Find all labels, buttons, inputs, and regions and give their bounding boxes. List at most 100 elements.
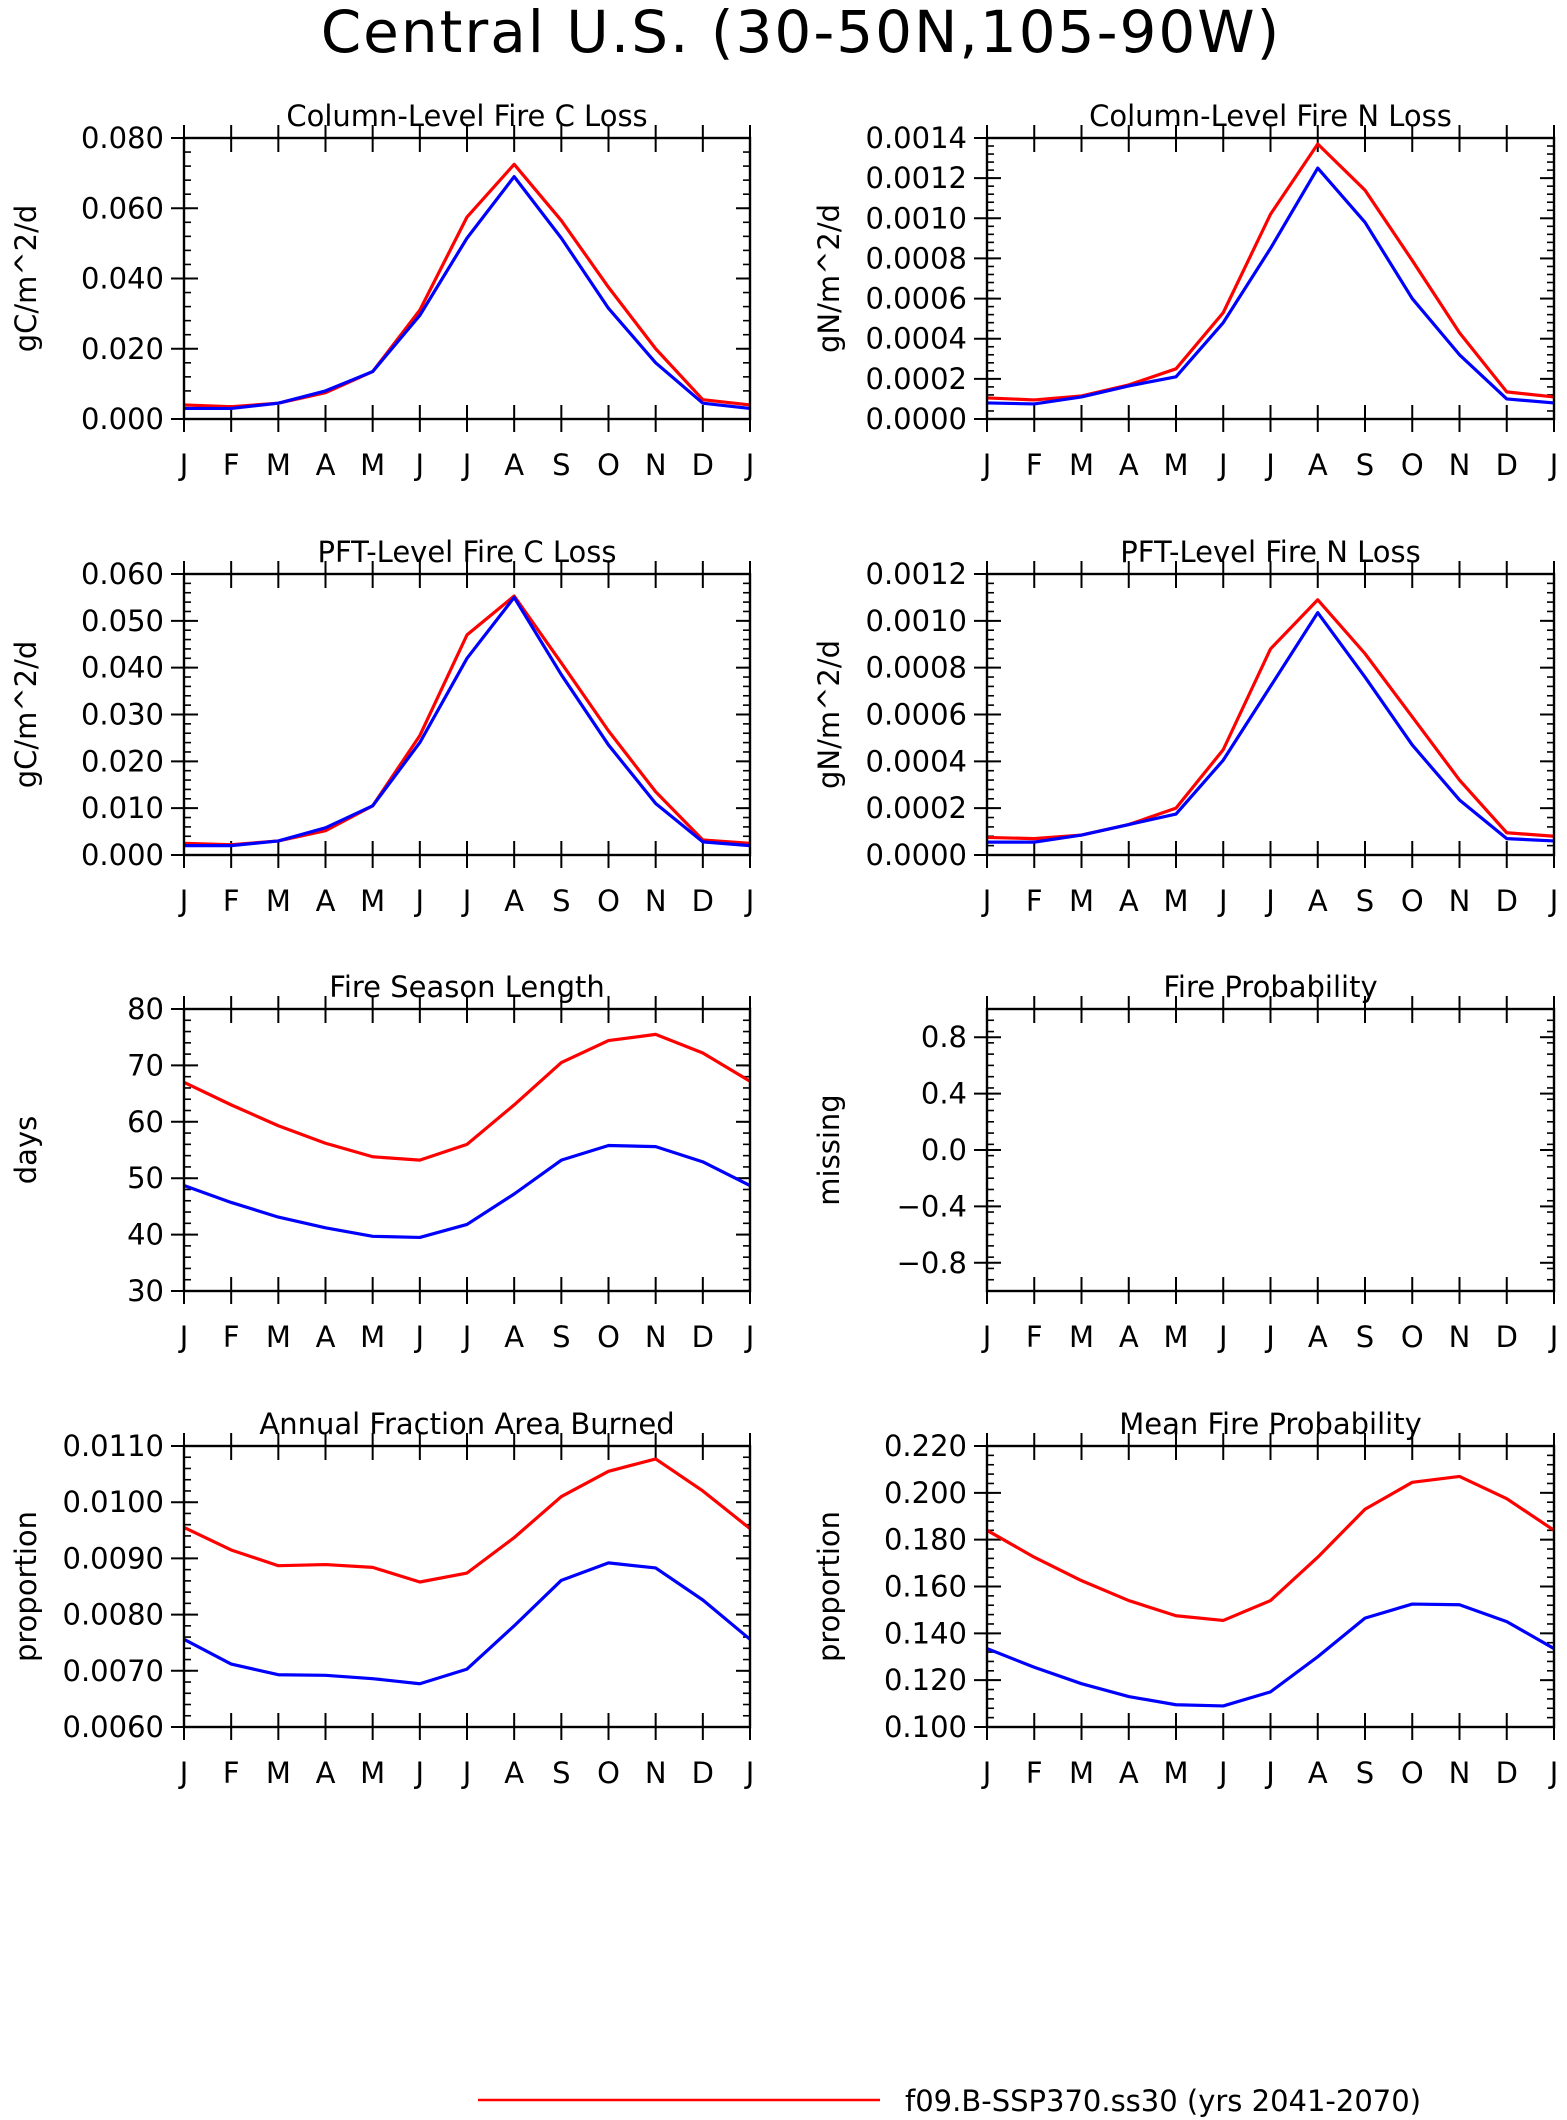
- x-tick-label: J: [414, 448, 425, 482]
- x-tick-label: J: [178, 884, 189, 918]
- y-axis-label: gN/m^2/d: [812, 640, 846, 789]
- x-tick-label: M: [360, 884, 385, 918]
- x-tick-label: A: [1308, 1756, 1328, 1790]
- x-tick-label: N: [1449, 1756, 1471, 1790]
- y-axis-label: gC/m^2/d: [9, 205, 43, 353]
- series-line: [183, 1032, 751, 1162]
- x-tick-label: M: [1163, 884, 1188, 918]
- y-tick-label: 30: [127, 1274, 164, 1308]
- x-tick-label: J: [1548, 884, 1559, 918]
- x-tick-label: O: [597, 1756, 620, 1790]
- y-tick-label: 0.0008: [866, 651, 967, 685]
- x-tick-label: J: [1264, 1756, 1275, 1790]
- y-tick-label: 0.120: [884, 1663, 967, 1697]
- y-tick-label: 0.8: [921, 1020, 967, 1054]
- x-tick-label: N: [645, 1756, 667, 1790]
- y-tick-label: 0.4: [921, 1077, 967, 1111]
- page-title: Central U.S. (30-50N,105-90W): [321, 0, 1282, 66]
- y-tick-label: 0.0006: [866, 698, 967, 732]
- x-tick-label: M: [1069, 448, 1094, 482]
- x-tick-label: A: [1119, 448, 1139, 482]
- x-tick-label: D: [1496, 1320, 1518, 1354]
- x-tick-label: J: [1217, 884, 1228, 918]
- series-line: [183, 1561, 752, 1686]
- x-tick-label: J: [414, 1320, 425, 1354]
- x-tick-label: O: [1401, 1756, 1424, 1790]
- x-tick-label: M: [1163, 1756, 1188, 1790]
- y-tick-label: 0.000: [81, 402, 164, 436]
- y-tick-label: 0.0010: [866, 604, 967, 638]
- y-tick-label: 0.0004: [866, 744, 967, 778]
- x-tick-label: J: [981, 884, 992, 918]
- y-tick-label: 0.0002: [866, 362, 967, 396]
- x-tick-label: J: [1548, 448, 1559, 482]
- y-tick-label: −0.8: [897, 1246, 967, 1280]
- y-tick-label: 0.160: [884, 1570, 967, 1604]
- y-axis-label: proportion: [812, 1511, 846, 1662]
- x-tick-label: A: [504, 884, 524, 918]
- x-tick-label: M: [1163, 448, 1188, 482]
- y-tick-label: 0.100: [884, 1710, 967, 1744]
- x-tick-label: D: [1496, 1756, 1518, 1790]
- y-tick-label: 0.010: [81, 791, 164, 825]
- x-tick-label: A: [1308, 884, 1328, 918]
- x-tick-label: J: [414, 1756, 425, 1790]
- y-tick-label: 0.080: [81, 121, 164, 155]
- x-tick-label: F: [1026, 448, 1043, 482]
- chart-panel: Annual Fraction Area Burnedproportion0.0…: [9, 1407, 754, 1790]
- x-tick-label: J: [178, 1320, 189, 1354]
- x-tick-label: D: [1496, 884, 1518, 918]
- series-line: [986, 1602, 1555, 1708]
- y-tick-label: 0.0008: [866, 241, 967, 275]
- series-line: [986, 598, 1555, 841]
- x-tick-label: A: [504, 1756, 524, 1790]
- series-line: [986, 166, 1555, 406]
- x-tick-label: A: [1308, 1320, 1328, 1354]
- x-tick-label: J: [1217, 448, 1228, 482]
- chart-panel: Fire Probabilitymissing−0.8−0.40.00.40.8…: [812, 970, 1558, 1354]
- y-tick-label: 0.0110: [63, 1429, 164, 1463]
- x-tick-label: S: [552, 1756, 570, 1790]
- series-line: [183, 1457, 751, 1584]
- y-tick-label: 70: [127, 1048, 164, 1082]
- x-tick-label: D: [692, 1320, 714, 1354]
- x-tick-label: S: [552, 1320, 570, 1354]
- series-line: [986, 1474, 1555, 1623]
- legend: f09.B-SSP370.ss30 (yrs 2041-2070): [478, 2084, 1421, 2118]
- y-tick-label: 0.020: [81, 332, 164, 366]
- x-tick-label: D: [1496, 448, 1518, 482]
- x-tick-label: J: [744, 884, 755, 918]
- x-tick-label: N: [645, 448, 667, 482]
- x-tick-label: D: [692, 884, 714, 918]
- x-tick-label: D: [692, 1756, 714, 1790]
- series-line: [183, 594, 751, 847]
- chart-panel: Column-Level Fire C LossgC/m^2/d0.0000.0…: [9, 99, 754, 482]
- y-tick-label: 0.0004: [866, 322, 967, 356]
- x-tick-label: M: [266, 884, 291, 918]
- x-tick-label: A: [316, 448, 336, 482]
- x-tick-label: J: [1548, 1756, 1559, 1790]
- x-tick-label: S: [1356, 1756, 1374, 1790]
- x-tick-label: N: [1449, 448, 1471, 482]
- plot-frame: [182, 572, 752, 857]
- x-tick-label: M: [1163, 1320, 1188, 1354]
- y-tick-label: 0.040: [81, 262, 164, 296]
- x-tick-label: A: [316, 1756, 336, 1790]
- y-axis-label: missing: [812, 1094, 846, 1205]
- x-tick-label: A: [316, 884, 336, 918]
- y-tick-label: 0.0014: [866, 121, 967, 155]
- x-tick-label: J: [461, 1320, 472, 1354]
- plot-frame: [985, 136, 1556, 421]
- x-tick-label: N: [1449, 1320, 1471, 1354]
- x-tick-label: A: [504, 1320, 524, 1354]
- y-tick-label: 0.050: [81, 604, 164, 638]
- chart-panel: Column-Level Fire N LossgN/m^2/d0.00000.…: [812, 99, 1558, 482]
- x-tick-label: M: [1069, 1320, 1094, 1354]
- x-tick-label: M: [266, 448, 291, 482]
- y-tick-label: 0.0000: [866, 402, 967, 436]
- y-tick-label: 0.0012: [866, 161, 967, 195]
- y-tick-label: 0.0012: [866, 557, 967, 591]
- x-tick-label: A: [1119, 1756, 1139, 1790]
- x-tick-label: O: [597, 448, 620, 482]
